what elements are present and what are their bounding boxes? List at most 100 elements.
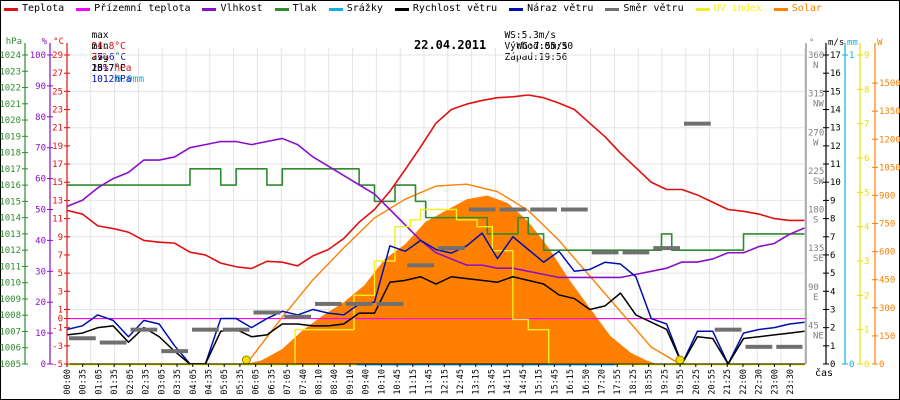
x-tick-label: 10:10 — [377, 369, 387, 395]
legend-label: Vlhkost — [220, 3, 263, 14]
x-tick-label: 15:15 — [535, 369, 545, 395]
legend-label: Srážky — [346, 3, 383, 14]
legend-item: Tlak — [274, 2, 317, 16]
stats-min-press: 1012hPa — [91, 74, 132, 85]
direction-tick-label: 45 — [808, 321, 819, 331]
chart-title: 22.04.2011 — [414, 38, 487, 52]
solar-tick-label: 1350 — [879, 107, 900, 117]
pressure-tick-label: 1024 — [0, 51, 21, 61]
pressure-tick-label: 1022 — [0, 84, 21, 94]
x-tick-label: 09:10 — [346, 369, 356, 395]
wind-direction-mark — [376, 301, 404, 306]
x-tick-label: 04:05 — [189, 369, 199, 395]
temperature-tick-label: -5 — [52, 360, 63, 370]
uv-tick-label: 3 — [864, 257, 869, 267]
direction-compass-label: NE — [813, 331, 824, 341]
legend-item: Srážky — [328, 2, 383, 16]
direction-compass-label: W — [813, 138, 819, 148]
wind-direction-mark — [192, 327, 219, 332]
temperature-tick-label: 0 — [58, 315, 63, 325]
uv-tick-label: 9 — [864, 51, 869, 61]
x-tick-label: 02:35 — [142, 369, 152, 395]
x-tick-label: 23:00 — [770, 369, 780, 395]
pressure-tick-label: 1007 — [0, 327, 21, 337]
solar-tick-label: 1200 — [879, 135, 900, 145]
temperature-tick-label: 17 — [52, 160, 63, 170]
x-tick-label: 19:25 — [660, 369, 670, 395]
pressure-tick-label: 1020 — [0, 116, 21, 126]
wind-direction-mark — [161, 349, 188, 354]
wind-tick-label: 7 — [830, 233, 835, 243]
legend-item: Vlhkost — [202, 2, 263, 16]
wind-tick-label: 12 — [830, 142, 841, 152]
wind-direction-mark — [653, 246, 680, 251]
x-tick-label: 13:15 — [472, 369, 482, 395]
temperature-tick-label: 7 — [58, 251, 63, 261]
direction-tick-label: 180 — [808, 206, 824, 216]
solar-tick-label: 1050 — [879, 163, 900, 173]
uv-tick-label: 6 — [864, 154, 869, 164]
solar-tick-label: 1500 — [879, 79, 900, 89]
direction-axis-unit: ° — [809, 38, 814, 48]
pressure-tick-label: 1014 — [0, 214, 21, 224]
stats-max-row: max 24.8°C 77% 1017hPa 0.0mm — [80, 19, 144, 85]
temperature-tick-label: 23 — [52, 106, 63, 116]
x-tick-label: 22:00 — [739, 369, 749, 395]
x-tick-label: 20:25 — [692, 369, 702, 395]
stats-max-rain: 0.0mm — [115, 74, 145, 85]
pressure-tick-label: 1017 — [0, 165, 21, 175]
wind-tick-label: 11 — [830, 160, 841, 170]
wind-direction-mark — [315, 301, 342, 306]
wind-direction-mark — [684, 121, 711, 126]
solar-tick-label: 600 — [879, 248, 895, 258]
series-solar-theoretical — [245, 183, 681, 365]
solar-tick-label: 300 — [879, 304, 895, 314]
x-tick-label: 14:45 — [519, 369, 529, 395]
x-tick-label: 16:50 — [582, 369, 592, 395]
series-pressure — [67, 168, 805, 251]
x-tick-label: 12:45 — [456, 369, 466, 395]
humidity-tick-label: 90 — [35, 82, 46, 92]
wind-direction-mark — [130, 327, 158, 332]
direction-compass-label: NW — [813, 100, 824, 110]
pressure-tick-label: 1012 — [0, 246, 21, 256]
x-tick-label: 07:40 — [299, 369, 309, 395]
wind-tick-label: 4 — [830, 287, 835, 297]
x-tick-label: 02:05 — [126, 369, 136, 395]
pressure-tick-label: 1006 — [0, 344, 21, 354]
wind-axis-unit: m/s — [828, 38, 844, 48]
pressure-tick-label: 1019 — [0, 132, 21, 142]
pressure-tick-label: 1016 — [0, 181, 21, 191]
wind-direction-mark — [69, 336, 96, 341]
x-tick-label: 18:25 — [629, 369, 639, 395]
humidity-tick-label: 50 — [35, 206, 46, 216]
x-tick-label: 01:05 — [94, 369, 104, 395]
x-tick-label: 12:15 — [440, 369, 450, 395]
direction-tick-label: 90 — [808, 283, 819, 293]
stats-max-hum: 77% — [91, 52, 109, 63]
wind-tick-label: 8 — [830, 215, 835, 225]
stats-max-temp: 24.8°C — [91, 41, 126, 52]
stats-sun: Východ:05:50 Západ:19:56 — [493, 30, 573, 63]
x-tick-label: 15:45 — [550, 369, 560, 395]
legend-item: Teplota — [4, 2, 64, 16]
uv-tick-label: 7 — [864, 120, 869, 130]
wind-direction-mark — [407, 263, 434, 268]
wind-tick-label: 5 — [830, 269, 835, 279]
x-tick-label: 20:55 — [708, 369, 718, 395]
direction-tick-label: 360 — [808, 51, 824, 61]
stats-avg-row: avg 15.7°C — [80, 41, 125, 74]
direction-tick-label: 270 — [808, 128, 824, 138]
pressure-tick-label: 1018 — [0, 149, 21, 159]
legend-item: Směr větru — [605, 2, 684, 16]
pressure-tick-label: 1005 — [0, 360, 21, 370]
wind-direction-mark — [530, 207, 557, 212]
legend-swatch — [274, 7, 289, 11]
temperature-tick-label: -3 — [52, 342, 63, 352]
wind-tick-label: 16 — [830, 69, 841, 79]
x-tick-label: 23:30 — [786, 369, 796, 395]
legend: Teplota Přízemní teplota Vlhkost Tlak Srážky… — [4, 2, 822, 16]
humidity-tick-label: 0 — [41, 360, 46, 370]
legend-swatch — [76, 7, 91, 11]
legend-swatch — [605, 7, 620, 11]
